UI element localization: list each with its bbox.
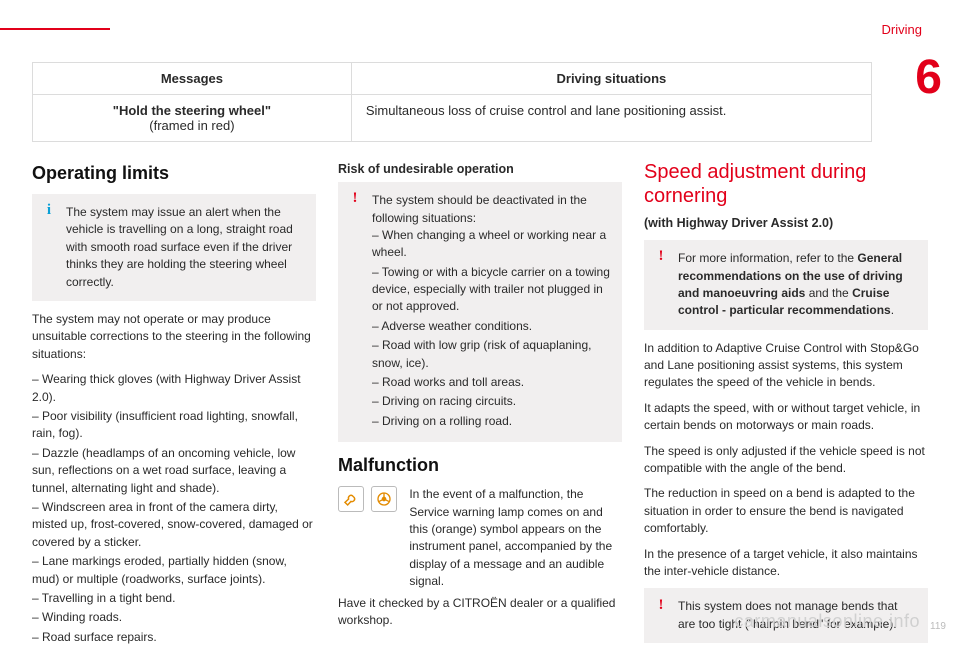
table-head-situations: Driving situations — [351, 63, 871, 95]
risk-title: Risk of undesirable operation — [338, 160, 622, 178]
accent-bar — [0, 28, 110, 30]
operating-limits-title: Operating limits — [32, 160, 316, 186]
warn-bullet: – Driving on racing circuits. — [372, 393, 610, 410]
info-note: i The system may issue an alert when the… — [32, 194, 316, 301]
steering-icon — [371, 486, 397, 512]
warn-bullet: – Towing or with a bicycle carrier on a … — [372, 264, 610, 316]
wrench-icon — [338, 486, 364, 512]
warning-icon: ! — [652, 596, 670, 614]
warn-note-intro: The system should be deactivated in the … — [372, 193, 587, 224]
malfunction-text: In the event of a malfunction, the Servi… — [409, 486, 622, 590]
col1-bullet: – Poor visibility (insufficient road lig… — [32, 408, 316, 443]
col1-intro: The system may not operate or may produc… — [32, 311, 316, 363]
ref-e: . — [891, 303, 894, 317]
table-head-messages: Messages — [33, 63, 352, 95]
ref-note-text: For more information, refer to the Gener… — [678, 251, 903, 317]
col3-p5: In the presence of a target vehicle, it … — [644, 546, 928, 581]
col1-bullet: – Lane markings eroded, partially hidden… — [32, 553, 316, 588]
page: Driving 6 Messages Driving situations "H… — [0, 0, 960, 640]
table-cell-situation: Simultaneous loss of cruise control and … — [351, 95, 871, 142]
warn-note: ! The system should be deactivated in th… — [338, 182, 622, 442]
columns: Operating limits i The system may issue … — [32, 160, 928, 653]
warn-bullet: – Road works and toll areas. — [372, 374, 610, 391]
col3-p2: It adapts the speed, with or without tar… — [644, 400, 928, 435]
warn-bullet: – Adverse weather conditions. — [372, 318, 610, 335]
table-row: "Hold the steering wheel" (framed in red… — [33, 95, 872, 142]
ref-a: For more information, refer to the — [678, 251, 857, 265]
warning-icon: ! — [346, 190, 364, 208]
malf-p1: In the event of a malfunction, the Servi… — [409, 487, 612, 588]
message-line2: (framed in red) — [47, 118, 337, 133]
chapter-number: 6 — [915, 54, 942, 102]
col3-p1: In addition to Adaptive Cruise Control w… — [644, 340, 928, 392]
header-category: Driving — [882, 22, 922, 37]
col1-bullet: – Windscreen area in front of the camera… — [32, 499, 316, 551]
col1-bullet: – Wearing thick gloves (with Highway Dri… — [32, 371, 316, 406]
ref-c: and the — [805, 286, 852, 300]
col1-bullet: – Travelling in a tight bend. — [32, 590, 316, 607]
malfunction-title: Malfunction — [338, 452, 622, 478]
col3-p3: The speed is only adjusted if the vehicl… — [644, 443, 928, 478]
col1-bullet: – Winding roads. — [32, 609, 316, 626]
col3-p4: The reduction in speed on a bend is adap… — [644, 485, 928, 537]
info-note-text: The system may issue an alert when the v… — [66, 205, 293, 289]
warn-bullet: – When changing a wheel or working near … — [372, 227, 610, 262]
malfunction-block: In the event of a malfunction, the Servi… — [338, 486, 622, 590]
info-icon: i — [40, 202, 58, 220]
col1-bullet: – Dazzle (headlamps of an oncoming vehic… — [32, 445, 316, 497]
watermark: carmanualsonline.info — [734, 611, 920, 632]
malf-p2: Have it checked by a CITROËN dealer or a… — [338, 595, 622, 630]
speed-adjust-title: Speed adjustment during cornering — [644, 160, 928, 208]
warn-bullet: – Road with low grip (risk of aquaplanin… — [372, 337, 610, 372]
warn-bullet: – Driving on a rolling road. — [372, 413, 610, 430]
warning-icon: ! — [652, 248, 670, 266]
page-number: 119 — [930, 621, 946, 632]
ref-note: ! For more information, refer to the Gen… — [644, 240, 928, 330]
column-1: Operating limits i The system may issue … — [32, 160, 316, 653]
malfunction-icons — [338, 486, 401, 512]
col1-bullet: – Road surface repairs. — [32, 629, 316, 646]
message-line1: "Hold the steering wheel" — [47, 103, 337, 118]
messages-table: Messages Driving situations "Hold the st… — [32, 62, 872, 142]
column-2: Risk of undesirable operation ! The syst… — [338, 160, 622, 653]
column-3: Speed adjustment during cornering (with … — [644, 160, 928, 653]
speed-adjust-subtitle: (with Highway Driver Assist 2.0) — [644, 214, 928, 232]
table-cell-message: "Hold the steering wheel" (framed in red… — [33, 95, 352, 142]
